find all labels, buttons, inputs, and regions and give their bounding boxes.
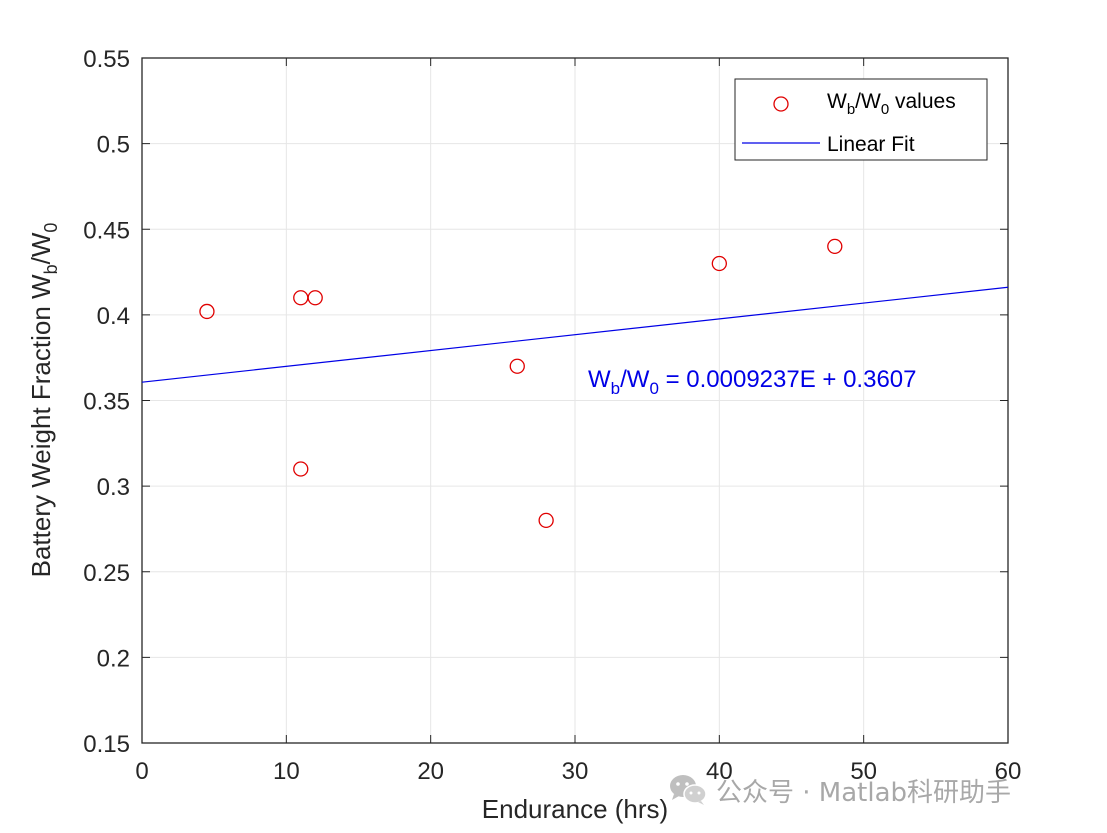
y-tick-label: 0.5 <box>97 132 130 159</box>
legend-marker-values <box>773 96 789 112</box>
legend: Wb/W0 values Linear Fit <box>734 78 988 161</box>
watermark-text: 公众号 · Matlab科研助手 <box>716 777 1012 808</box>
y-tick-label: 0.45 <box>83 217 130 244</box>
x-tick-label: 60 <box>995 758 1022 785</box>
y-tick-label: 0.25 <box>83 560 130 587</box>
y-axis-title: Battery Weight Fraction Wb/W0 <box>26 223 61 578</box>
fit-line <box>141 286 1009 383</box>
x-tick-label: 20 <box>417 758 444 785</box>
legend-label-fit: Linear Fit <box>827 133 915 156</box>
fit-equation-annotation: Wb/W0 = 0.0009237E + 0.3607 <box>588 366 917 398</box>
scatter-point <box>538 512 554 529</box>
y-tick-label: 0.55 <box>83 46 130 73</box>
scatter-point <box>293 290 309 306</box>
scatter-point <box>293 461 309 477</box>
axis-ticks: 0 10 20 30 40 50 60 0.15 0.2 0.25 0.3 0.35 0.4 0.45 0.… <box>83 46 1021 785</box>
y-tick-label: 0.35 <box>83 389 130 416</box>
x-tick-label: 50 <box>850 758 877 785</box>
scatter-point <box>307 290 323 306</box>
x-tick-label: 10 <box>273 758 300 785</box>
legend-label-values: Wb/W0 values <box>827 90 956 118</box>
scatter-point <box>827 238 843 255</box>
data-layer <box>141 238 1009 529</box>
y-tick-label: 0.2 <box>97 645 130 672</box>
scatter-point <box>509 358 525 374</box>
scatter-point <box>711 255 727 272</box>
wechat-icon <box>670 775 707 805</box>
y-tick-label: 0.15 <box>83 731 130 758</box>
x-tick-label: 40 <box>706 758 733 785</box>
grid <box>142 58 1008 743</box>
legend-box <box>734 78 988 161</box>
y-tick-label: 0.3 <box>97 474 130 501</box>
y-tick-label: 0.4 <box>97 303 130 330</box>
watermark: 公众号 · Matlab科研助手 <box>668 770 1011 810</box>
scatter-point <box>199 303 215 320</box>
x-tick-label: 0 <box>135 758 148 785</box>
x-tick-label: 30 <box>562 758 589 785</box>
x-axis-title: Endurance (hrs) <box>482 794 668 824</box>
